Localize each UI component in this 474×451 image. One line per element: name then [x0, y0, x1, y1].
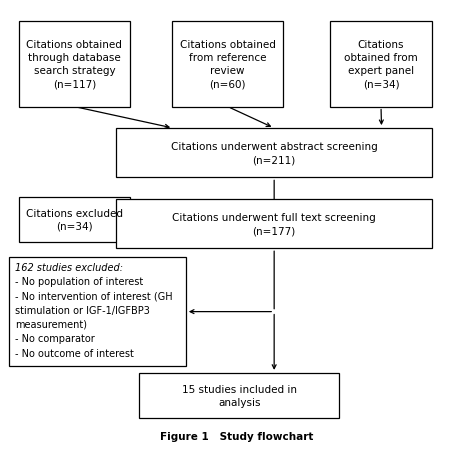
Text: 15 studies included in
analysis: 15 studies included in analysis	[182, 384, 297, 407]
Text: Citations underwent full text screening
(n=177): Citations underwent full text screening …	[172, 212, 376, 236]
FancyBboxPatch shape	[18, 22, 130, 107]
FancyBboxPatch shape	[9, 257, 186, 367]
Text: - No population of interest
- No intervention of interest (GH
stimulation or IGF: - No population of interest - No interve…	[15, 276, 173, 358]
Text: Citations excluded
(n=34): Citations excluded (n=34)	[26, 208, 123, 231]
FancyBboxPatch shape	[330, 22, 432, 107]
Text: Citations underwent abstract screening
(n=211): Citations underwent abstract screening (…	[171, 142, 377, 165]
Text: Figure 1   Study flowchart: Figure 1 Study flowchart	[160, 431, 314, 441]
Text: Citations obtained
from reference
review
(n=60): Citations obtained from reference review…	[180, 40, 276, 89]
FancyBboxPatch shape	[18, 197, 130, 242]
Text: Citations obtained
through database
search strategy
(n=117): Citations obtained through database sear…	[27, 40, 122, 89]
FancyBboxPatch shape	[172, 22, 283, 107]
FancyBboxPatch shape	[139, 373, 339, 418]
FancyBboxPatch shape	[116, 199, 432, 249]
Text: 162 studies excluded:: 162 studies excluded:	[15, 262, 123, 272]
Text: Citations
obtained from
expert panel
(n=34): Citations obtained from expert panel (n=…	[344, 40, 418, 89]
FancyBboxPatch shape	[116, 129, 432, 178]
